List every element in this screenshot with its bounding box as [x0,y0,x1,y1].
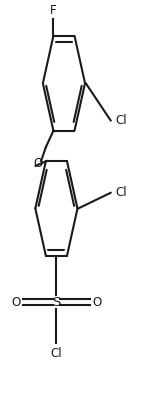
Text: O: O [93,296,102,309]
Text: S: S [52,296,61,309]
Text: Cl: Cl [115,186,127,199]
Text: O: O [11,296,20,309]
Text: O: O [34,157,43,170]
Text: Cl: Cl [115,114,127,127]
Text: F: F [50,4,57,17]
Text: Cl: Cl [51,347,62,360]
